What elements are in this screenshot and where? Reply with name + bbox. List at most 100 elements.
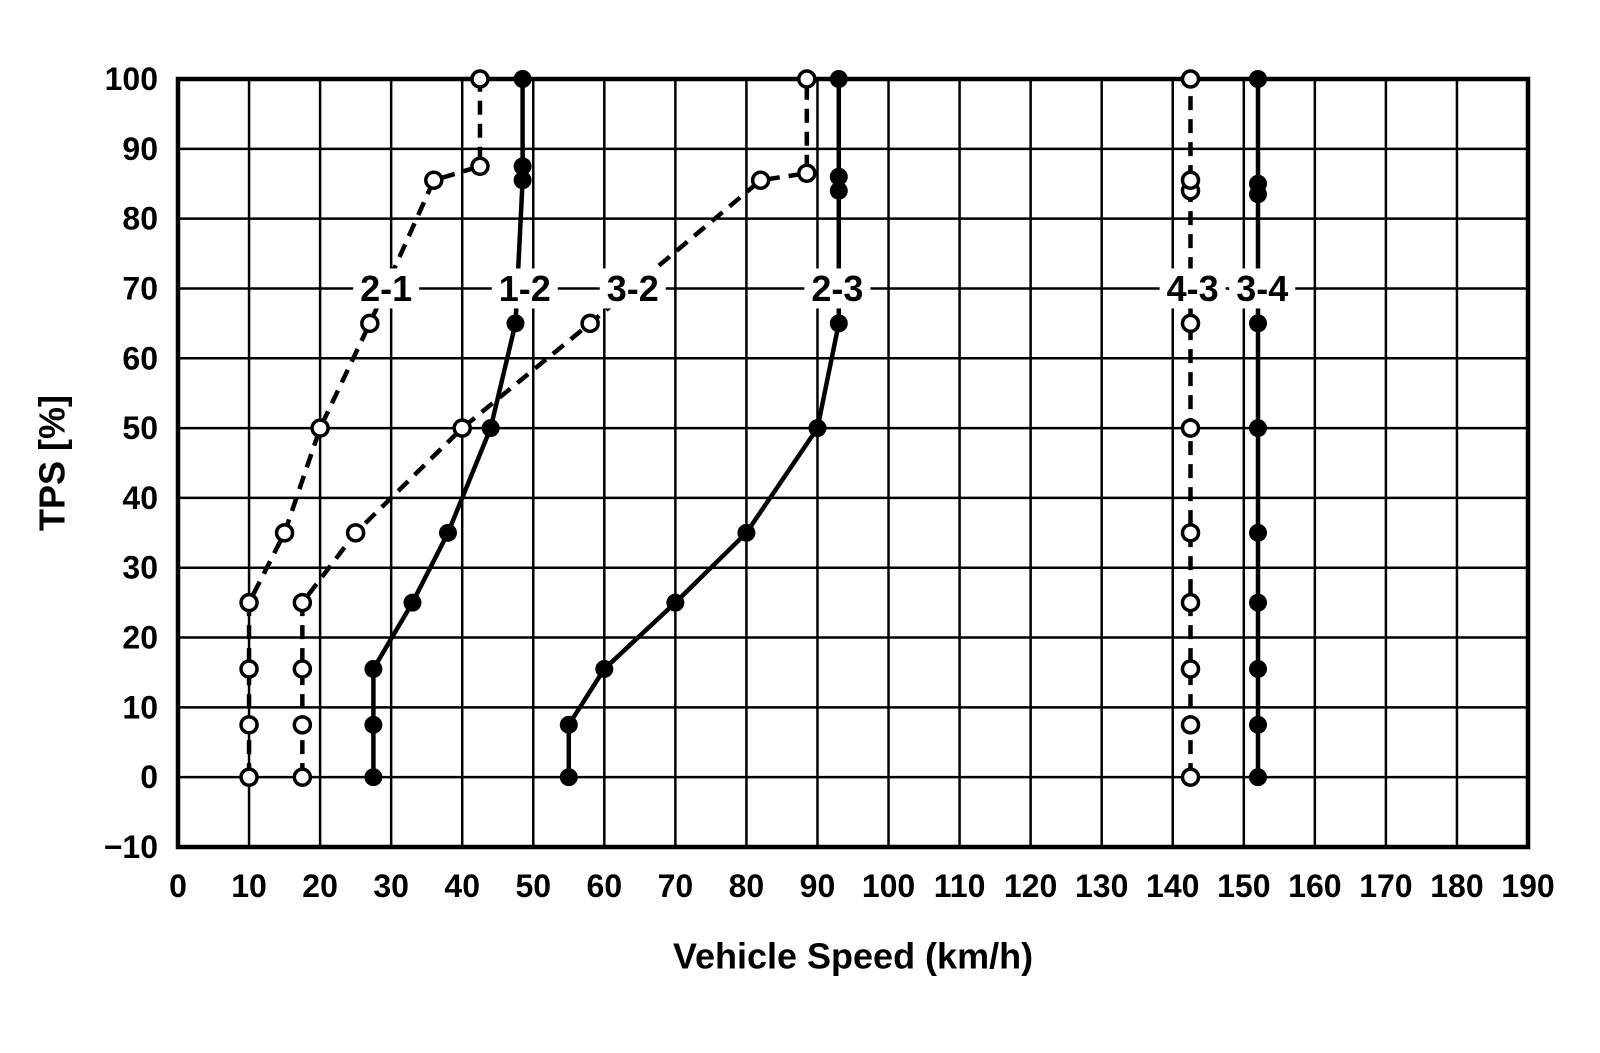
series-2-1-marker	[239, 767, 259, 787]
series-4-3-marker	[1180, 523, 1201, 543]
series-3-2-marker	[797, 163, 817, 184]
series-2-3-marker	[595, 659, 614, 678]
x-tick-label-120: 120	[1004, 868, 1057, 904]
series-1-2-marker	[481, 419, 500, 438]
x-tick-label-90: 90	[800, 868, 836, 904]
y-tick-label-80: 80	[122, 201, 158, 237]
series-3-2-marker	[345, 523, 366, 543]
series-3-2-line	[300, 79, 810, 778]
series-3-4-marker	[1249, 314, 1267, 333]
series-2-3-marker	[559, 768, 578, 787]
series-4-3-marker	[1180, 69, 1201, 89]
x-tick-label-130: 130	[1075, 868, 1128, 904]
y-tick-label-20: 20	[122, 620, 158, 656]
series-1-2-label: 1-2	[499, 268, 551, 309]
y-tick-label--10: −10	[104, 829, 158, 865]
x-tick-label-60: 60	[587, 868, 623, 904]
series-3-4-marker	[1249, 523, 1267, 542]
series-2-1-marker	[239, 715, 259, 735]
series-1-2-marker	[439, 523, 457, 542]
x-tick-label-40: 40	[444, 868, 480, 904]
series-4-3-label: 4-3	[1167, 268, 1219, 309]
series-3-4-marker	[1249, 174, 1267, 193]
series-4-3-marker	[1180, 592, 1201, 613]
series-3-4-marker	[1249, 593, 1267, 612]
y-tick-label-70: 70	[122, 270, 158, 306]
series-2-1-marker	[274, 523, 295, 543]
series-3-2-marker	[292, 767, 313, 787]
series-1-2-marker	[364, 715, 383, 734]
series-1-2-marker	[403, 593, 422, 612]
series-4-3-marker	[1180, 170, 1201, 190]
y-tick-label-90: 90	[122, 131, 158, 167]
series-1-2-marker	[513, 70, 532, 88]
series-2-3-marker	[559, 715, 578, 734]
series-4-3-marker	[1180, 767, 1201, 787]
series-2-1-marker	[310, 418, 330, 438]
series-4-3-label-mask	[1159, 268, 1226, 309]
x-tick-label-20: 20	[302, 868, 338, 904]
x-tick-label-0: 0	[169, 868, 187, 904]
series-4-3-marker	[1180, 715, 1201, 735]
series-4-3-marker	[1180, 659, 1201, 679]
x-tick-label-100: 100	[862, 868, 915, 904]
series-3-2-label-mask	[599, 268, 666, 309]
series-1-2-marker	[364, 659, 383, 678]
series-2-3-marker	[829, 314, 848, 333]
series-3-2-marker	[797, 69, 817, 89]
series-3-4-marker	[1249, 70, 1267, 88]
series-2-1-marker	[470, 156, 490, 177]
y-tick-label-50: 50	[122, 410, 158, 446]
series-3-2-marker	[292, 659, 313, 679]
series-3-4-marker	[1249, 768, 1267, 787]
x-tick-label-80: 80	[729, 868, 765, 904]
series-1-2-marker	[513, 157, 532, 176]
x-tick-label-190: 190	[1501, 868, 1554, 904]
series-3-2-label: 3-2	[607, 268, 659, 309]
x-axis-title: Vehicle Speed (km/h)	[673, 936, 1033, 977]
series-2-1-marker	[424, 170, 444, 190]
series-2-3-marker	[829, 167, 848, 186]
x-tick-label-170: 170	[1359, 868, 1412, 904]
y-tick-label-60: 60	[122, 340, 158, 376]
x-tick-label-140: 140	[1146, 868, 1199, 904]
y-tick-label-100: 100	[105, 61, 158, 97]
x-tick-label-110: 110	[934, 868, 986, 904]
series-3-2-marker	[580, 313, 600, 334]
series-1-2-marker	[506, 314, 525, 333]
series-3-2-marker	[750, 170, 771, 190]
series-2-3-marker	[666, 593, 685, 612]
series-2-3-label-mask	[804, 268, 871, 309]
x-tick-label-30: 30	[373, 868, 409, 904]
y-tick-label-0: 0	[140, 759, 158, 795]
series-2-1-marker	[470, 69, 490, 89]
series-1-2-marker	[364, 768, 383, 787]
series-2-3-marker	[808, 419, 827, 438]
y-tick-label-10: 10	[122, 689, 158, 725]
series-2-1-marker	[239, 659, 259, 679]
series-2-3-marker	[829, 181, 848, 200]
plot-frame	[175, 76, 1531, 850]
series-2-3-marker	[737, 523, 756, 542]
series-2-1-marker	[239, 592, 259, 613]
y-axis-title: TPS [%]	[32, 395, 73, 531]
series-4-3-marker	[1180, 313, 1201, 334]
series-3-2-marker	[292, 592, 313, 613]
series-2-3-marker	[829, 70, 848, 88]
series-3-4-marker	[1249, 419, 1267, 438]
series-1-2-marker	[513, 171, 532, 190]
series-3-4-marker	[1249, 715, 1267, 734]
series-3-4-marker	[1249, 659, 1267, 678]
series-3-2-marker	[452, 418, 472, 438]
x-tick-label-180: 180	[1430, 868, 1483, 904]
x-tick-label-150: 150	[1217, 868, 1270, 904]
series-2-1-marker	[360, 313, 380, 334]
series-4-3-marker	[1180, 418, 1201, 438]
series-3-4-label-mask	[1229, 268, 1296, 309]
series-2-1-line	[246, 79, 483, 778]
x-tick-label-70: 70	[658, 868, 694, 904]
x-tick-label-50: 50	[515, 868, 551, 904]
series-2-1-label: 2-1	[360, 268, 412, 309]
